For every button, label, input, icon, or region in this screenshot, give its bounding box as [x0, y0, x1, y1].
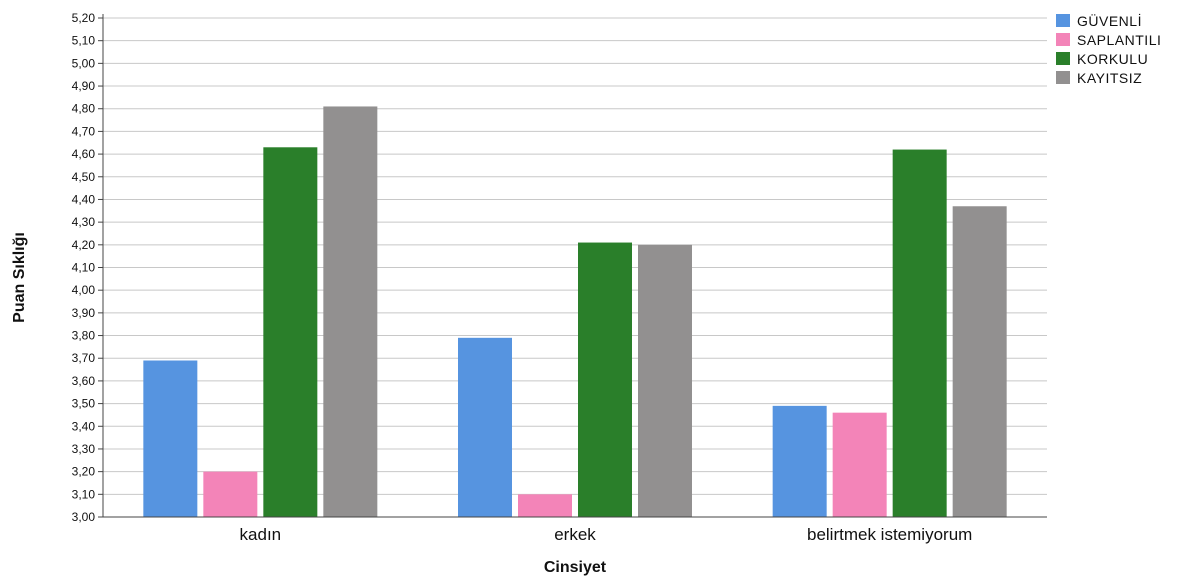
x-category-label: erkek	[554, 525, 596, 544]
bar	[263, 147, 318, 517]
bar	[952, 206, 1007, 517]
y-tick-label: 3,90	[72, 306, 96, 320]
legend-label: KORKULU	[1077, 51, 1148, 67]
y-tick-label: 4,80	[72, 102, 96, 116]
y-axis-ticks: 3,00 3,10 3,20 3,30 3,40 3,50 3,60 3,70 3,80 3,90…	[72, 11, 103, 524]
legend-label: KAYITSIZ	[1077, 70, 1142, 86]
y-tick-label: 3,80	[72, 329, 96, 343]
bar	[892, 149, 947, 517]
y-tick-label: 3,30	[72, 442, 96, 456]
legend-label: SAPLANTILI	[1077, 32, 1161, 48]
y-tick-label: 3,60	[72, 374, 96, 388]
y-axis-title: Puan Sıklığı	[11, 232, 28, 323]
y-tick-label: 5,00	[72, 56, 96, 70]
y-tick-label: 4,90	[72, 79, 96, 93]
y-tick-label: 3,20	[72, 465, 96, 479]
y-tick-label: 3,40	[72, 419, 96, 433]
legend-swatch	[1056, 71, 1070, 84]
y-tick-label: 4,60	[72, 147, 96, 161]
bar	[143, 360, 198, 517]
x-category-label: kadın	[240, 525, 282, 544]
axes	[102, 14, 1047, 518]
bar	[772, 405, 827, 517]
y-tick-label: 5,20	[72, 11, 96, 25]
y-tick-label: 3,50	[72, 397, 96, 411]
bar	[832, 412, 887, 517]
y-tick-label: 3,10	[72, 487, 96, 501]
y-tick-label: 5,10	[72, 34, 96, 48]
bars	[143, 106, 1007, 518]
gridlines	[103, 17, 1047, 495]
bar	[518, 494, 572, 517]
y-tick-label: 4,70	[72, 124, 96, 138]
legend-label: GÜVENLİ	[1077, 12, 1142, 29]
y-tick-label: 4,50	[72, 170, 96, 184]
x-category-label: belirtmek istemiyorum	[807, 525, 972, 544]
bar	[203, 471, 258, 517]
legend-swatch	[1056, 33, 1070, 46]
x-axis-title: Cinsiyet	[544, 559, 607, 576]
legend-swatch	[1056, 14, 1070, 27]
x-axis-categories: kadın erkek belirtmek istemiyorum	[240, 525, 973, 544]
y-tick-label: 4,00	[72, 283, 96, 297]
legend: GÜVENLİ SAPLANTILI KORKULU KAYITSIZ	[1056, 12, 1161, 86]
y-tick-label: 4,30	[72, 215, 96, 229]
y-tick-label: 3,00	[72, 510, 96, 524]
bar	[323, 106, 378, 517]
y-tick-label: 4,40	[72, 192, 96, 206]
y-tick-label: 3,70	[72, 351, 96, 365]
legend-swatch	[1056, 52, 1070, 65]
y-tick-label: 4,20	[72, 238, 96, 252]
bar	[458, 337, 512, 517]
bar	[638, 244, 692, 517]
bar	[578, 242, 632, 518]
y-tick-label: 4,10	[72, 261, 96, 275]
